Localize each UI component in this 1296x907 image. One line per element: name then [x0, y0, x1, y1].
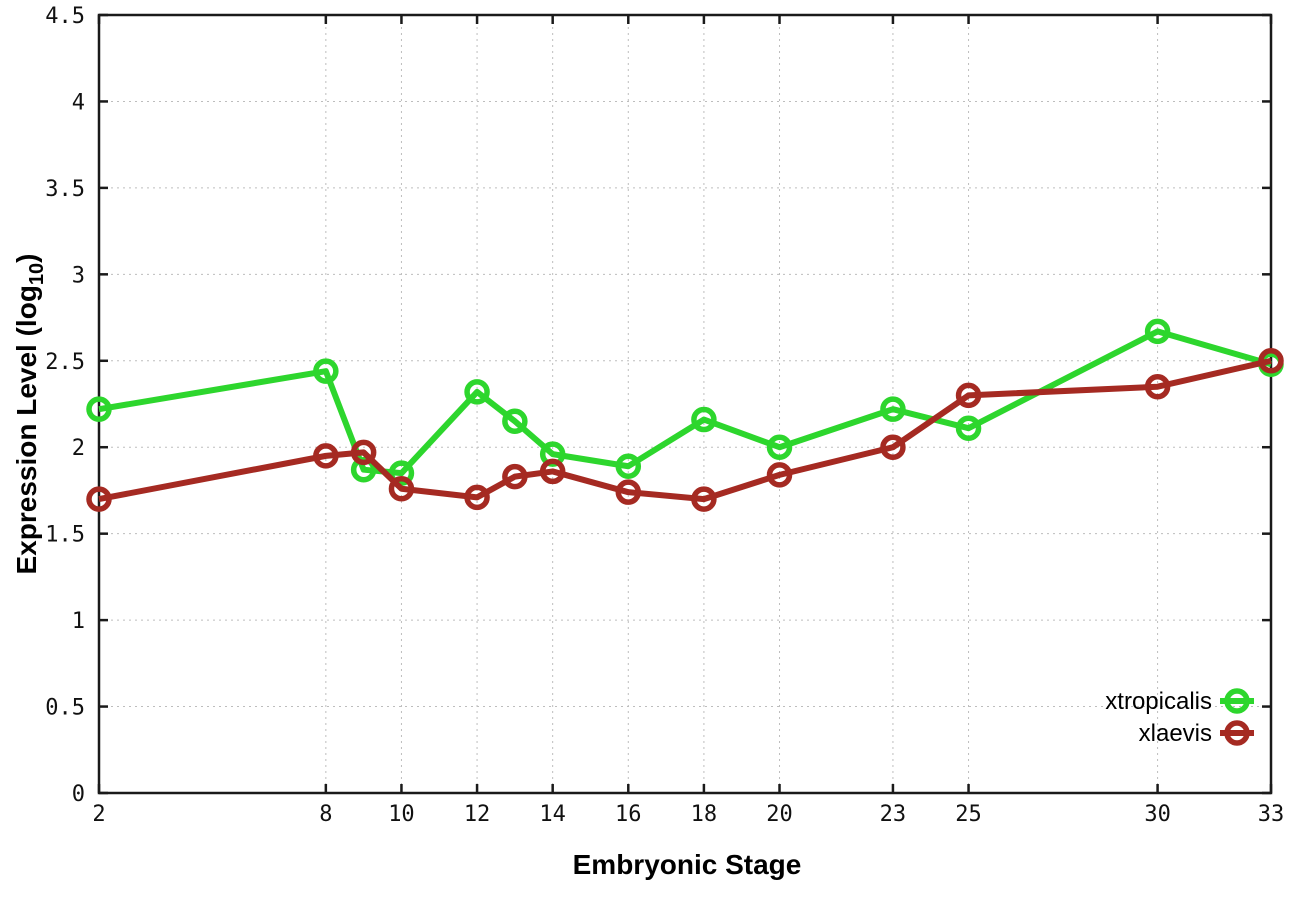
x-tick-label: 16	[615, 802, 642, 827]
data-point-xtropicalis-25	[955, 415, 982, 441]
y-tick-label: 3	[72, 263, 85, 288]
legend-marker-xtropicalis	[1224, 688, 1250, 714]
data-point-xlaevis-25	[955, 382, 982, 409]
data-point-xtropicalis-2	[86, 396, 112, 422]
series-layer	[86, 318, 1284, 512]
data-point-xlaevis-12	[464, 484, 490, 511]
x-tick-label: 30	[1144, 802, 1171, 827]
series-line-xtropicalis	[98, 328, 1272, 477]
x-tick-label: 8	[319, 802, 332, 827]
y-tick-label: 1	[72, 609, 85, 634]
data-point-xlaevis-2	[86, 486, 112, 512]
data-point-xtropicalis-10	[388, 460, 415, 486]
x-axis-title: Embryonic Stage	[573, 849, 802, 880]
y-tick-label: 4	[72, 90, 85, 115]
data-point-xlaevis-14	[539, 458, 566, 485]
plot-border-layer	[97, 13, 1273, 795]
plot-border	[97, 13, 1273, 795]
x-tick-label: 12	[464, 802, 491, 827]
x-tick-label: 18	[691, 802, 718, 827]
legend-marker-xlaevis	[1224, 720, 1250, 746]
x-tick-label: 10	[388, 802, 415, 827]
data-point-xlaevis-30	[1144, 373, 1171, 400]
data-point-xtropicalis-18	[691, 406, 717, 433]
y-tick-label: 3.5	[45, 177, 85, 202]
data-point-xlaevis-8	[313, 443, 339, 469]
data-point-xtropicalis-8	[313, 358, 339, 384]
y-tick-label: 4.5	[45, 4, 85, 29]
grid-layer	[98, 14, 1272, 794]
y-tick-label: 2	[72, 436, 85, 461]
legend-label-xlaevis: xlaevis	[1139, 720, 1212, 747]
data-point-xlaevis-16	[615, 479, 642, 505]
data-point-xtropicalis-23	[880, 396, 906, 422]
y-tick-label: 2.5	[45, 350, 85, 375]
data-point-xlaevis-18	[691, 486, 717, 512]
data-point-xtropicalis-13	[502, 408, 528, 435]
data-point-xlaevis-33	[1258, 348, 1284, 374]
x-tick-label: 25	[955, 802, 982, 827]
legend-label-xtropicalis: xtropicalis	[1105, 688, 1212, 715]
data-point-xlaevis-10	[388, 475, 415, 502]
data-point-xlaevis-9	[350, 439, 377, 466]
y-tick-label: 0	[72, 782, 85, 807]
legend-marker-layer	[1220, 688, 1254, 746]
data-point-xlaevis-20	[766, 462, 793, 488]
y-tick-label: 1.5	[45, 523, 85, 548]
data-point-xlaevis-13	[502, 463, 528, 490]
x-tick-label: 14	[539, 802, 566, 827]
x-tick-label: 20	[766, 802, 793, 827]
tick-label-layer: 2 8 10 12 14 16 18 20 23 25 30 33 0 0.5 1 1.5 2 2.5 3 3.5 4 4…	[45, 4, 1284, 827]
x-tick-label: 33	[1258, 802, 1285, 827]
tick-layer	[97, 13, 1273, 795]
x-tick-label: 2	[92, 802, 105, 827]
y-axis-title-text: Expression Level (log10)	[11, 254, 48, 575]
x-tick-label: 23	[880, 802, 907, 827]
data-point-xlaevis-23	[880, 434, 906, 460]
y-tick-label: 0.5	[45, 696, 85, 721]
data-point-xtropicalis-12	[464, 379, 490, 405]
data-point-xtropicalis-30	[1144, 318, 1171, 345]
data-point-xtropicalis-20	[766, 434, 793, 460]
y-axis-title: Expression Level (log10)	[11, 254, 48, 575]
data-point-xtropicalis-16	[615, 453, 642, 479]
